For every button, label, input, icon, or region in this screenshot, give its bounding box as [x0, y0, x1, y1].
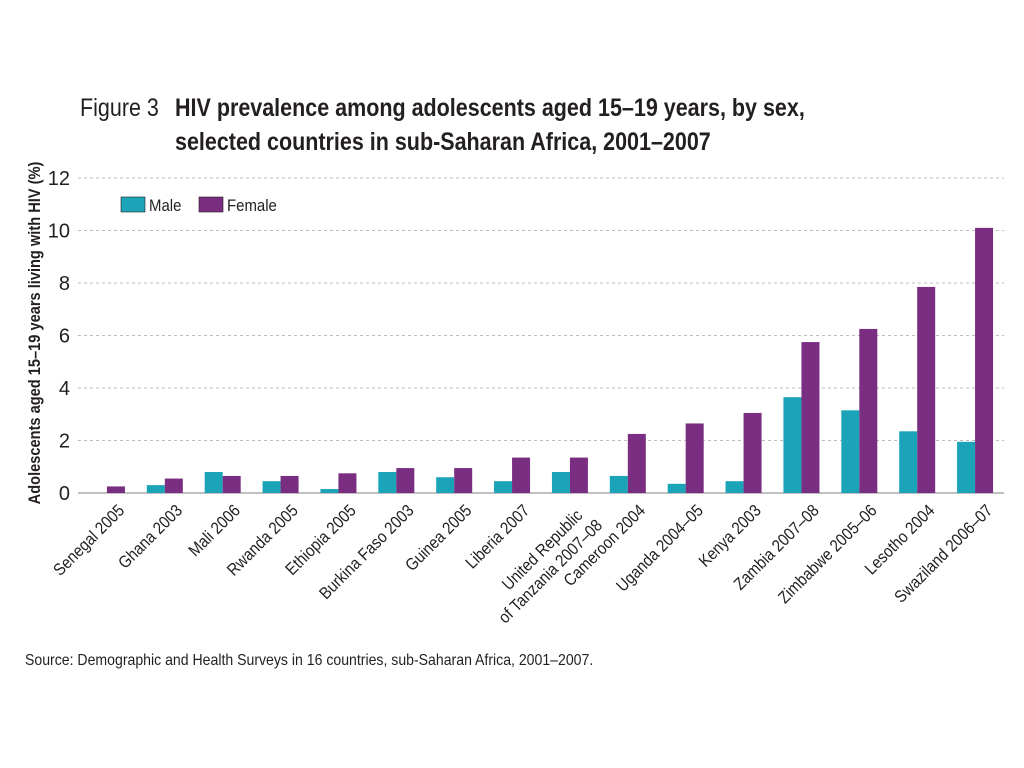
bar-female: [396, 468, 415, 493]
bar-female: [743, 412, 762, 493]
chart-title-line-2: selected countries in sub-Saharan Africa…: [175, 128, 711, 156]
bar-female: [512, 457, 531, 493]
bar-female: [222, 475, 241, 493]
bar-female: [280, 475, 299, 493]
y-tick-label: 4: [59, 378, 70, 400]
bar-male: [957, 441, 976, 493]
bar-female: [338, 473, 357, 493]
bar-female: [627, 433, 646, 493]
bar-female: [859, 328, 878, 493]
chart-title-line-1: HIV prevalence among adolescents aged 15…: [175, 94, 805, 122]
x-tick-label: Swaziland 2006–07: [892, 502, 997, 607]
bar-male: [899, 431, 918, 493]
y-tick-label: 12: [48, 168, 70, 190]
bar-male: [494, 481, 513, 493]
source-note: Source: Demographic and Health Surveys i…: [25, 652, 594, 669]
y-axis-title: Adolescents aged 15–19 years living with…: [26, 162, 44, 505]
bar-female: [569, 457, 588, 493]
y-tick-label: 0: [59, 483, 70, 505]
bar-male: [204, 472, 223, 493]
bar-female: [685, 423, 704, 493]
bar-male: [551, 472, 570, 493]
bar-male: [609, 475, 628, 493]
bar-male: [146, 485, 165, 493]
figure-label: Figure 3: [80, 94, 159, 122]
bar-female: [917, 286, 936, 493]
bar-female: [454, 468, 473, 493]
x-tick-label: Mali 2006: [186, 502, 245, 561]
y-tick-label: 2: [59, 431, 70, 453]
x-tick-label: Zimbabwe 2005–06: [775, 502, 881, 608]
bar-male: [436, 477, 455, 493]
bar-female: [164, 478, 183, 493]
y-tick-label: 6: [59, 326, 70, 348]
bar-male: [262, 481, 281, 493]
bar-female: [975, 227, 994, 493]
legend-item-male-label: Male: [149, 197, 181, 215]
legend-item-male-swatch: [120, 196, 146, 213]
bar-male: [320, 489, 339, 493]
bar-male: [378, 472, 397, 493]
bar-male: [725, 481, 744, 493]
bar-male: [783, 397, 802, 493]
legend-item-female-swatch: [198, 196, 224, 213]
legend-item-female-label: Female: [227, 197, 277, 215]
x-tick-label: Senegal 2005: [50, 502, 128, 580]
bar-male: [841, 410, 860, 493]
bar-female: [801, 342, 820, 493]
bar-male: [667, 483, 686, 493]
y-tick-label: 8: [59, 273, 70, 295]
bar-female: [106, 486, 125, 493]
y-tick-label: 10: [48, 221, 70, 243]
